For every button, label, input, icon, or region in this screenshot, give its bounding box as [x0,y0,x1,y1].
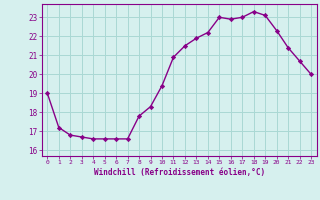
X-axis label: Windchill (Refroidissement éolien,°C): Windchill (Refroidissement éolien,°C) [94,168,265,177]
